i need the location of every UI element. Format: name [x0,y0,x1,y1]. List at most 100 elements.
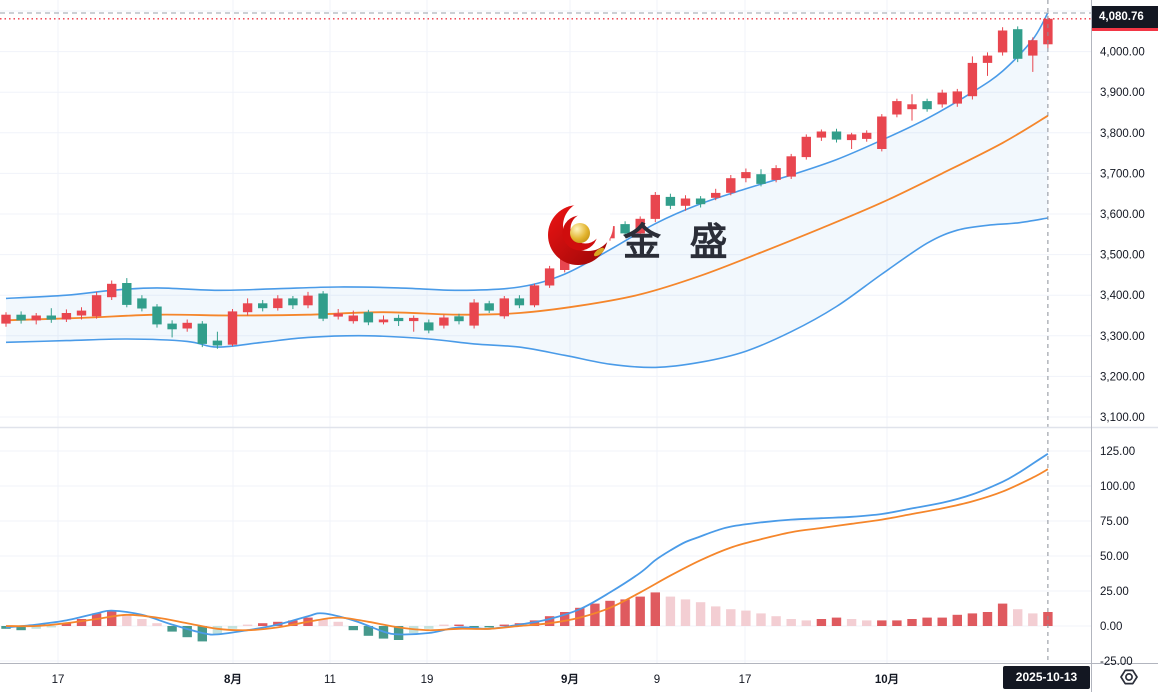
candle-body [197,323,207,344]
price-tick-label: 3,800.00 [1100,128,1145,140]
candle-body [152,306,162,325]
candle-body [650,194,660,219]
histogram-bar [258,623,268,626]
histogram-bar [544,616,555,626]
candle-body [258,303,268,309]
histogram-bar [620,599,630,626]
histogram-bar [605,600,615,626]
candle-body [560,250,570,270]
histogram-bar [137,619,147,626]
histogram-bar [227,626,238,629]
candle-body [801,136,811,158]
histogram-bar [831,617,842,626]
candle-body [967,62,978,97]
candle-body [107,283,117,298]
candle-body [952,91,962,104]
indicator-slow-line [5,468,1049,632]
price-tick-label: 3,700.00 [1100,168,1145,180]
bollinger-lower-line [5,217,1049,369]
candle-body [167,323,177,330]
candle-body [122,283,132,305]
histogram-bar [560,612,570,626]
histogram-bar [862,620,872,626]
candle-body [575,248,585,256]
histogram-bar [439,624,449,626]
candle-body [620,224,630,234]
candle-body [61,313,72,320]
settings-gear-icon[interactable] [1117,665,1141,689]
candle-body [771,168,781,180]
candle-body [846,134,857,141]
price-axis[interactable]: 4,100.004,000.003,900.003,800.003,700.00… [1100,6,1145,668]
histogram-bar [741,610,751,626]
time-axis[interactable]: 17 8月 11 19 9月 9 17 10月 [52,673,900,686]
histogram-bar [122,614,132,626]
histogram-bar [16,626,26,631]
candle-body [499,298,509,317]
indicator-tick-label: 50.00 [1100,551,1129,563]
histogram-bar [333,621,343,626]
histogram-bar [771,616,781,626]
candle-body [756,174,766,184]
candle-body [182,322,192,329]
candle-body [318,293,328,319]
histogram-bar [76,619,87,626]
histogram-bar [997,603,1008,626]
candle-body [816,131,827,138]
histogram-bar [469,626,479,628]
histogram-bar [937,617,947,626]
candle-body [76,310,87,316]
bollinger-fill [6,12,1048,368]
candle-body [726,178,736,193]
candle-body [786,156,796,177]
histogram-bar [892,620,902,626]
candle-body [529,285,540,306]
time-tick-label: 17 [739,674,752,686]
candle-body [1043,18,1053,45]
candle-body [862,132,872,139]
bollinger-middle-line [5,114,1049,322]
candle-body [409,317,419,322]
candle-body [288,298,298,306]
indicator-tick-label: 25.00 [1100,586,1129,598]
histogram-bar [846,619,857,626]
price-tick-label: 3,400.00 [1100,290,1145,302]
time-tick-label: 10月 [875,673,899,686]
candle-body [378,319,389,323]
candle-body [348,315,358,322]
histogram-bar [348,626,358,631]
indicator-tick-label: 125.00 [1100,446,1135,458]
candle-body [137,298,147,309]
time-tick-label: 17 [52,674,65,686]
histogram-bar [318,619,328,626]
candle-body [937,92,947,105]
candle-body [665,196,676,206]
histogram-bar [393,626,404,640]
candle-body [484,303,494,311]
candle-body [333,313,343,317]
candle-body [1028,40,1038,56]
histogram-bar [982,612,993,626]
histogram-bar [61,623,72,626]
histogram-bar [454,624,464,626]
histogram-bar [242,624,253,626]
price-tick-label: 3,300.00 [1100,331,1145,343]
histogram-bar [922,617,932,626]
current-price-badge: 4,080.76 [1092,6,1158,28]
candle-body [514,298,525,306]
candle-body [227,311,238,345]
histogram-bar [529,620,540,626]
candle-body [635,218,645,234]
histogram-bar [167,626,177,632]
histogram-bar [786,619,796,626]
histogram-bar [801,620,811,626]
candle-body [877,116,887,149]
price-tick-label: 3,200.00 [1100,371,1145,383]
candle-body [212,340,223,346]
candle-body [605,226,615,239]
histogram-bar [212,626,223,635]
time-tick-label: 11 [324,674,336,686]
indicator-tick-label: -25.00 [1100,656,1133,668]
